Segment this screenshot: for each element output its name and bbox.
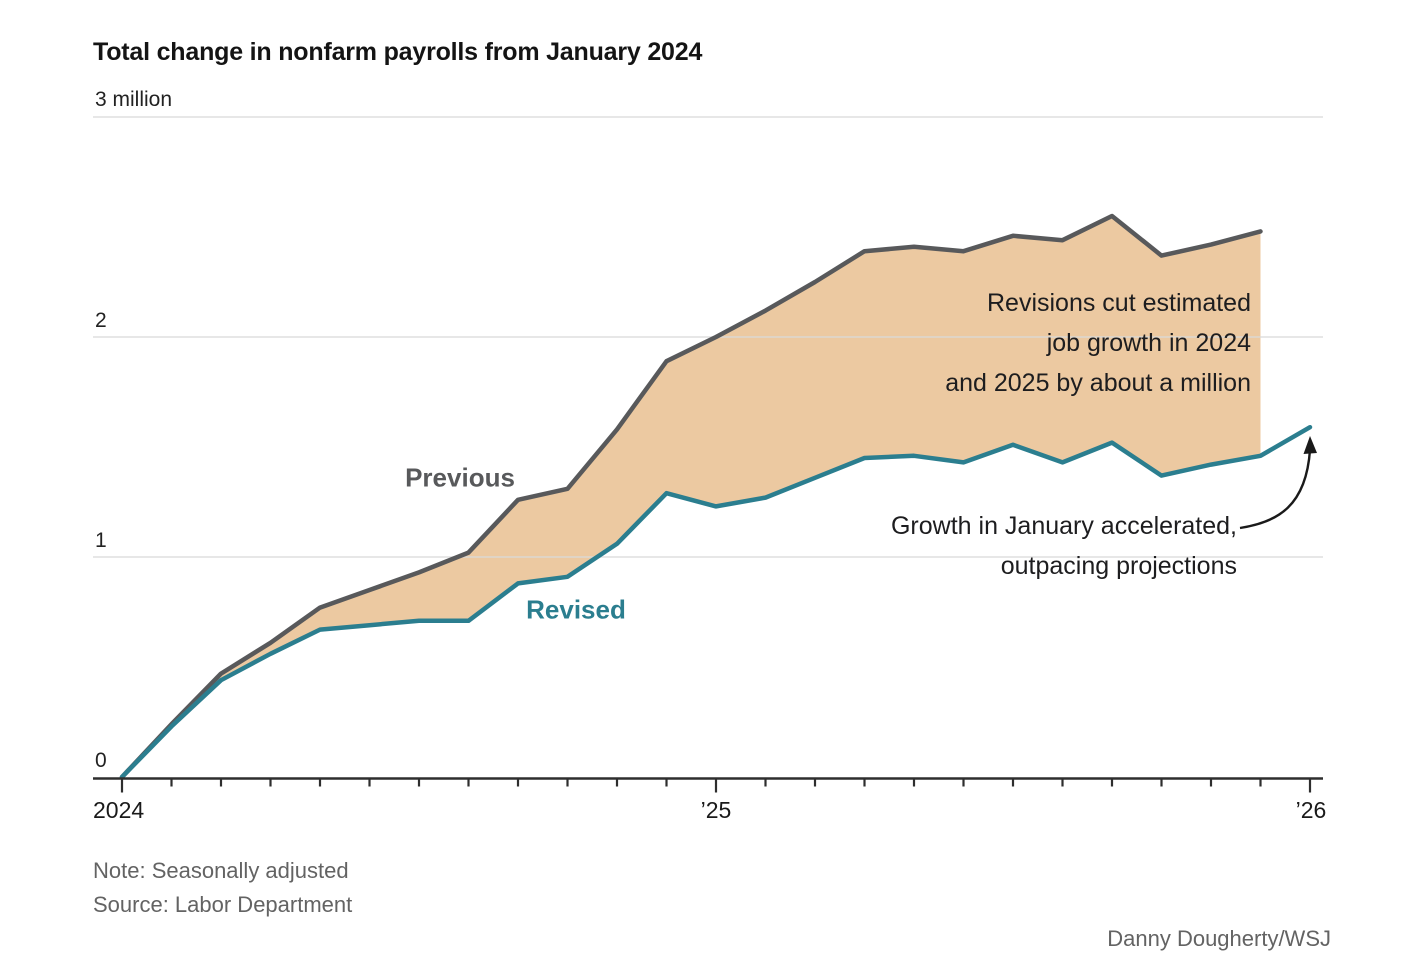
chart-title: Total change in nonfarm payrolls from Ja… bbox=[93, 38, 703, 66]
revisions-annotation-line3: and 2025 by about a million bbox=[945, 369, 1251, 397]
x-tick-label-25: ’25 bbox=[700, 797, 732, 823]
revised-series-label: Revised bbox=[526, 594, 626, 625]
x-tick-label-2024: 2024 bbox=[93, 797, 145, 823]
y-tick-label-1: 1 bbox=[95, 529, 107, 552]
january-annotation-arrow bbox=[1239, 449, 1312, 530]
january-annotation-line2: outpacing projections bbox=[1000, 552, 1237, 580]
y-tick-label-3-million: 3 million bbox=[95, 88, 173, 111]
note-text: Note: Seasonally adjusted bbox=[93, 858, 349, 883]
y-tick-label-0: 0 bbox=[95, 749, 107, 772]
revisions-annotation-line2: job growth in 2024 bbox=[1046, 329, 1251, 357]
x-tick-label-26: ’26 bbox=[1295, 797, 1327, 823]
january-annotation-line1: Growth in January accelerated, bbox=[890, 512, 1237, 540]
y-tick-label-2: 2 bbox=[95, 309, 107, 332]
revisions-annotation: Revisions cut estimated job growth in 20… bbox=[945, 283, 1251, 403]
revised-line bbox=[119, 424, 1313, 780]
credit-text: Danny Dougherty/WSJ bbox=[1107, 926, 1331, 951]
revision-band bbox=[122, 216, 1261, 777]
january-annotation: Growth in January accelerated, outpacing… bbox=[891, 506, 1237, 586]
previous-series-label: Previous bbox=[405, 462, 515, 493]
january-annotation-arrowhead bbox=[1303, 436, 1317, 454]
previous-line bbox=[119, 213, 1263, 780]
source-text: Source: Labor Department bbox=[93, 892, 353, 917]
revisions-annotation-line1: Revisions cut estimated bbox=[986, 289, 1251, 317]
